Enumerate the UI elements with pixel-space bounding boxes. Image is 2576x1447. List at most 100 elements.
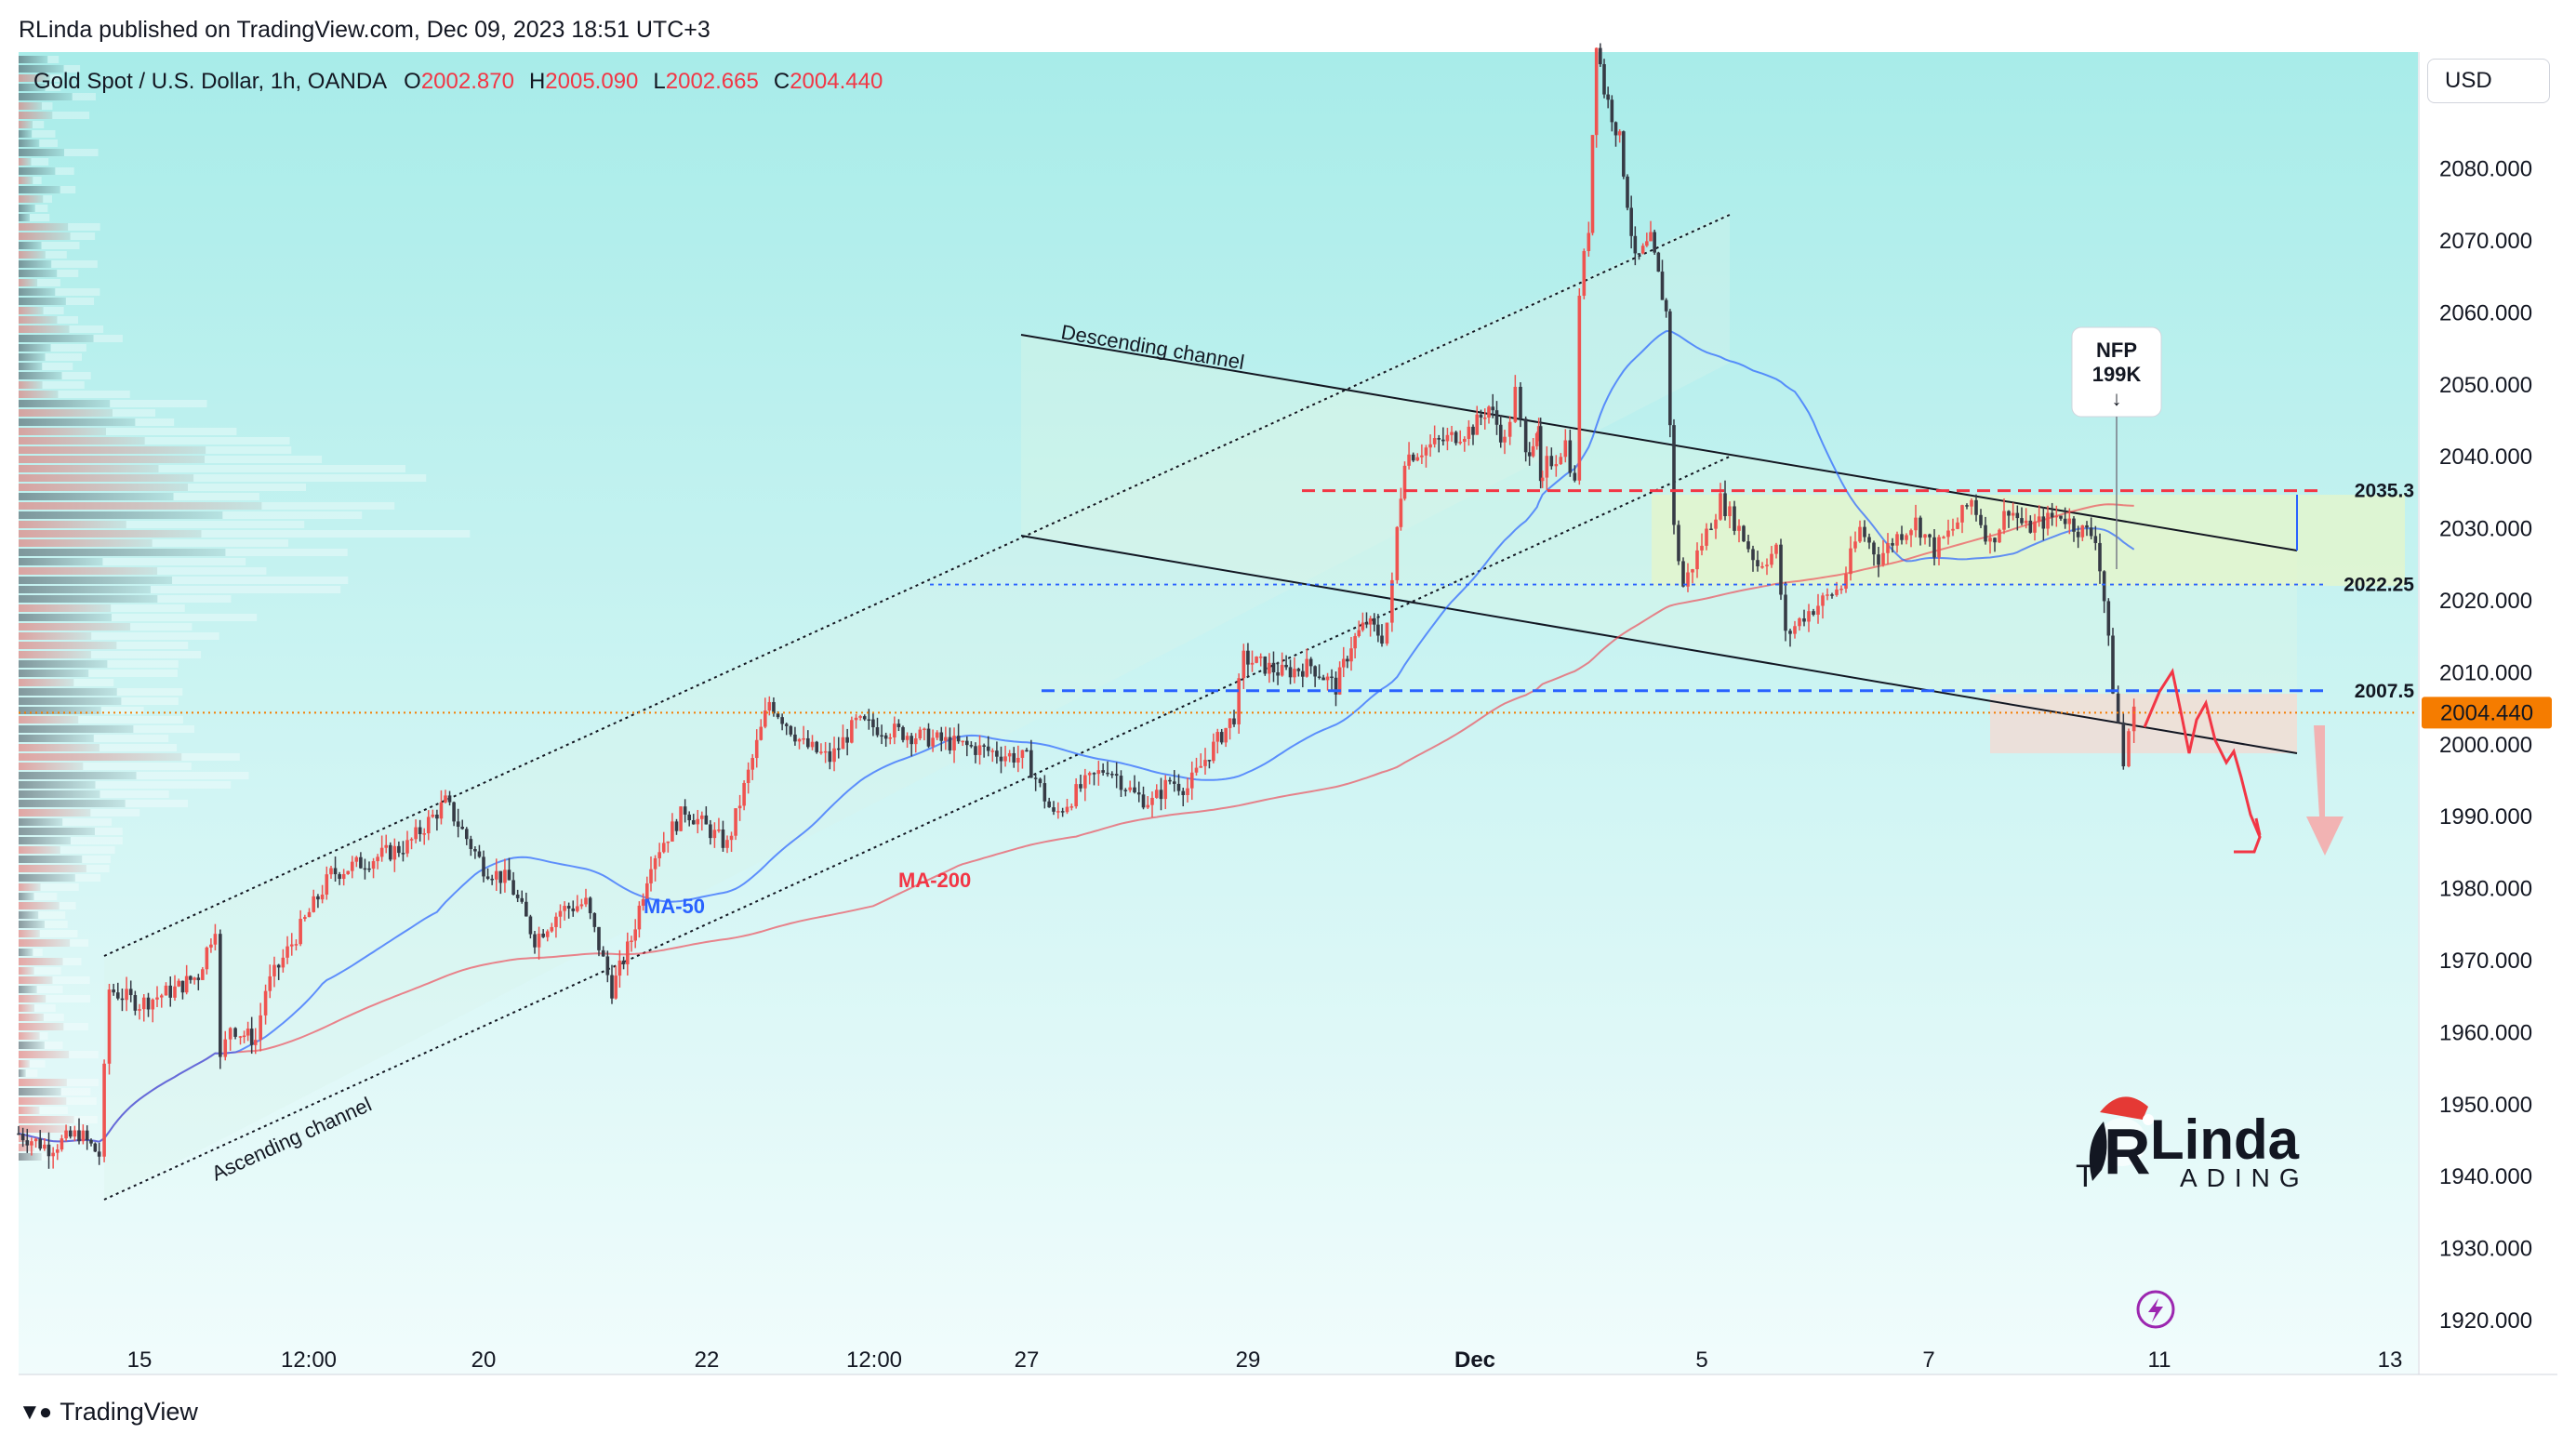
candle-body bbox=[276, 964, 281, 968]
volume-bar bbox=[19, 772, 137, 779]
candle-body bbox=[1271, 662, 1276, 672]
volume-bar bbox=[19, 158, 32, 166]
volume-bar bbox=[39, 930, 78, 937]
candle-body bbox=[742, 783, 746, 806]
descending-channel-upper[interactable] bbox=[1020, 334, 2298, 551]
candle-body bbox=[1677, 524, 1680, 562]
volume-bar bbox=[158, 465, 405, 472]
published-info: RLinda published on TradingView.com, Dec… bbox=[19, 17, 710, 43]
candle-body bbox=[146, 997, 151, 1010]
ma50-label: MA-50 bbox=[644, 895, 705, 918]
candle-body bbox=[201, 969, 205, 980]
candle-body bbox=[1305, 658, 1309, 677]
candle-body bbox=[1770, 553, 1773, 565]
candle-body bbox=[180, 980, 185, 993]
candle-body bbox=[1765, 564, 1769, 566]
volume-bar bbox=[19, 809, 91, 816]
volume-bar bbox=[19, 437, 145, 445]
candle-body bbox=[1527, 452, 1532, 457]
candle-body bbox=[125, 989, 128, 1001]
candle-body bbox=[469, 839, 473, 850]
candle-body bbox=[1668, 311, 1672, 426]
volume-bar bbox=[19, 539, 153, 547]
candle-body bbox=[2011, 512, 2015, 516]
volume-bar bbox=[201, 530, 471, 538]
candle-body bbox=[1385, 622, 1389, 644]
volume-bar bbox=[19, 130, 33, 138]
candle-body bbox=[637, 905, 642, 930]
candle-body bbox=[2054, 515, 2059, 518]
candle-body bbox=[621, 960, 626, 964]
candle-body bbox=[819, 751, 823, 753]
volume-bar bbox=[19, 911, 39, 919]
candle-body bbox=[196, 977, 201, 980]
candle-body bbox=[272, 964, 276, 976]
ascending-channel-upper[interactable] bbox=[103, 213, 1733, 957]
candle-body bbox=[797, 738, 802, 742]
candle-body bbox=[259, 1015, 262, 1041]
candle-body bbox=[520, 897, 524, 902]
volume-bar bbox=[55, 288, 100, 296]
y-tick-label: 1980.000 bbox=[2439, 877, 2532, 902]
candle-body bbox=[1029, 750, 1033, 778]
candle-body bbox=[696, 818, 700, 825]
candle-body bbox=[931, 737, 935, 747]
volume-bar bbox=[181, 753, 240, 761]
ascending-channel-lower[interactable] bbox=[103, 455, 1733, 1201]
candle-body bbox=[712, 830, 717, 839]
candle-body bbox=[2080, 524, 2085, 538]
open-value: 2002.870 bbox=[420, 69, 514, 94]
candle-body bbox=[1746, 541, 1750, 550]
ma50-line[interactable] bbox=[18, 329, 2135, 1143]
volume-bar bbox=[59, 902, 76, 909]
volume-bar bbox=[60, 846, 115, 854]
candle-body bbox=[1219, 732, 1224, 743]
candle-body bbox=[2111, 635, 2115, 694]
candle-body bbox=[828, 750, 832, 763]
volume-bar bbox=[39, 139, 58, 147]
price-levels[interactable]: 2035.3 2022.25 2007.5 bbox=[930, 481, 2414, 702]
volume-bar bbox=[19, 102, 42, 110]
volume-bar bbox=[19, 744, 100, 751]
volume-bar bbox=[152, 539, 288, 547]
candle-body bbox=[1494, 410, 1499, 425]
candle-body bbox=[2106, 601, 2111, 636]
candle-body bbox=[1250, 662, 1255, 665]
volume-bar bbox=[19, 893, 34, 900]
channel-lines[interactable] bbox=[103, 213, 2298, 1201]
candle-body bbox=[281, 957, 285, 968]
candle-body bbox=[359, 856, 363, 869]
candle-body bbox=[1069, 806, 1074, 808]
candle-body bbox=[329, 868, 333, 875]
candle-body bbox=[948, 737, 952, 750]
currency-button[interactable]: USD bbox=[2427, 59, 2550, 103]
descending-channel-lower[interactable] bbox=[1020, 535, 2298, 754]
candle-body bbox=[2007, 511, 2011, 516]
volume-bar bbox=[19, 865, 86, 872]
candle-body bbox=[1886, 542, 1890, 553]
symbol-name[interactable]: Gold Spot / U.S. Dollar, 1h, OANDA bbox=[33, 69, 388, 94]
candle-body bbox=[1237, 678, 1241, 724]
candle-body bbox=[401, 853, 405, 855]
candle-body bbox=[1979, 514, 1983, 525]
volume-bar bbox=[60, 1088, 91, 1095]
volume-bar bbox=[19, 391, 59, 398]
candle-body bbox=[918, 729, 923, 739]
nfp-value: 199K bbox=[2092, 363, 2142, 386]
candle-body bbox=[969, 745, 974, 747]
candle-body bbox=[893, 724, 896, 737]
volume-bar bbox=[19, 223, 69, 231]
candle-body bbox=[1877, 554, 1880, 565]
ma200-line[interactable] bbox=[18, 503, 2134, 1143]
volume-bar bbox=[19, 1088, 61, 1095]
candle-body bbox=[1471, 426, 1475, 435]
candle-body bbox=[913, 738, 918, 745]
candle-body bbox=[1038, 778, 1042, 784]
candle-body bbox=[1364, 622, 1369, 625]
candle-body bbox=[1346, 658, 1349, 662]
candle-body bbox=[1779, 544, 1783, 595]
lightning-icon[interactable] bbox=[2136, 1290, 2175, 1329]
y-tick-label: 1940.000 bbox=[2439, 1164, 2532, 1189]
tradingview-footer[interactable]: ▼● TradingView bbox=[19, 1398, 198, 1427]
